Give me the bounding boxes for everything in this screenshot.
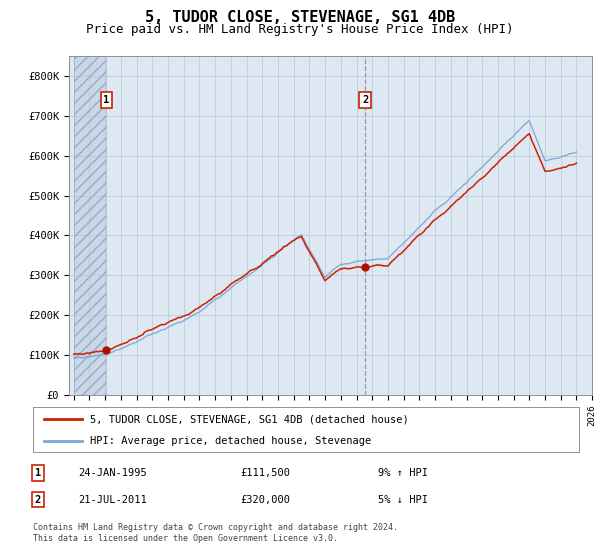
Text: HPI: Average price, detached house, Stevenage: HPI: Average price, detached house, Stev… xyxy=(91,436,371,446)
Text: £111,500: £111,500 xyxy=(240,468,290,478)
Text: 5% ↓ HPI: 5% ↓ HPI xyxy=(378,494,428,505)
Text: 21-JUL-2011: 21-JUL-2011 xyxy=(78,494,147,505)
Text: 5, TUDOR CLOSE, STEVENAGE, SG1 4DB: 5, TUDOR CLOSE, STEVENAGE, SG1 4DB xyxy=(145,11,455,25)
Text: Price paid vs. HM Land Registry's House Price Index (HPI): Price paid vs. HM Land Registry's House … xyxy=(86,22,514,36)
Text: 2: 2 xyxy=(35,494,41,505)
Bar xyxy=(74,56,106,395)
Text: Contains HM Land Registry data © Crown copyright and database right 2024.
This d: Contains HM Land Registry data © Crown c… xyxy=(33,524,398,543)
Text: 9% ↑ HPI: 9% ↑ HPI xyxy=(378,468,428,478)
Text: 2: 2 xyxy=(362,95,368,105)
Text: 24-JAN-1995: 24-JAN-1995 xyxy=(78,468,147,478)
Bar xyxy=(74,56,106,395)
Text: 5, TUDOR CLOSE, STEVENAGE, SG1 4DB (detached house): 5, TUDOR CLOSE, STEVENAGE, SG1 4DB (deta… xyxy=(91,414,409,424)
Text: 1: 1 xyxy=(35,468,41,478)
Text: £320,000: £320,000 xyxy=(240,494,290,505)
Text: 1: 1 xyxy=(103,95,109,105)
